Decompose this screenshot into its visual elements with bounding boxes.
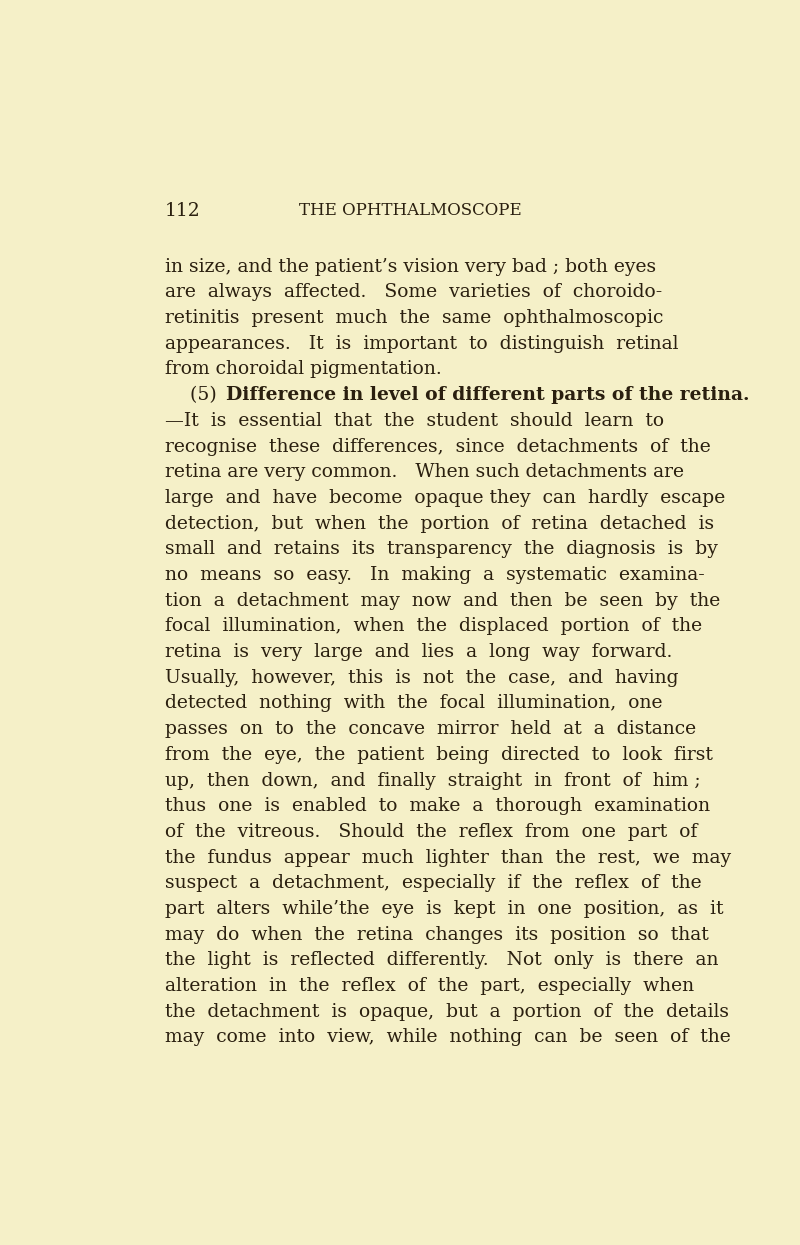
- Text: retina are very common.   When such detachments are: retina are very common. When such detach…: [165, 463, 684, 482]
- Text: appearances.   It  is  important  to  distinguish  retinal: appearances. It is important to distingu…: [165, 335, 678, 352]
- Text: up,  then  down,  and  finally  straight  in  front  of  him ;: up, then down, and finally straight in f…: [165, 772, 701, 789]
- Text: from  the  eye,  the  patient  being  directed  to  look  first: from the eye, the patient being directed…: [165, 746, 713, 764]
- Text: —It  is  essential  that  the  student  should  learn  to: —It is essential that the student should…: [165, 412, 664, 430]
- Text: the  detachment  is  opaque,  but  a  portion  of  the  details: the detachment is opaque, but a portion …: [165, 1002, 729, 1021]
- Text: from choroidal pigmentation.: from choroidal pigmentation.: [165, 361, 442, 378]
- Text: of  the  vitreous.   Should  the  reflex  from  one  part  of: of the vitreous. Should the reflex from …: [165, 823, 698, 840]
- Text: retina  is  very  large  and  lies  a  long  way  forward.: retina is very large and lies a long way…: [165, 644, 673, 661]
- Text: no  means  so  easy.   In  making  a  systematic  examina-: no means so easy. In making a systematic…: [165, 566, 705, 584]
- Text: detection,  but  when  the  portion  of  retina  detached  is: detection, but when the portion of retin…: [165, 514, 714, 533]
- Text: suspect  a  detachment,  especially  if  the  reflex  of  the: suspect a detachment, especially if the …: [165, 874, 702, 893]
- Text: Difference in level of different parts of the retina.: Difference in level of different parts o…: [226, 386, 750, 405]
- Text: are  always  affected.   Some  varieties  of  choroido-: are always affected. Some varieties of c…: [165, 284, 662, 301]
- Text: 112: 112: [165, 202, 201, 220]
- Text: the  light  is  reflected  differently.   Not  only  is  there  an: the light is reflected differently. Not …: [165, 951, 718, 970]
- Text: Usually,  however,  this  is  not  the  case,  and  having: Usually, however, this is not the case, …: [165, 669, 678, 687]
- Text: in size, and the patient’s vision very bad ; both eyes: in size, and the patient’s vision very b…: [165, 258, 656, 275]
- Text: tion  a  detachment  may  now  and  then  be  seen  by  the: tion a detachment may now and then be se…: [165, 591, 720, 610]
- Text: THE OPHTHALMOSCOPE: THE OPHTHALMOSCOPE: [298, 202, 522, 219]
- Text: part  alters  while’the  eye  is  kept  in  one  position,  as  it: part alters while’the eye is kept in one…: [165, 900, 724, 918]
- Text: small  and  retains  its  transparency  the  diagnosis  is  by: small and retains its transparency the d…: [165, 540, 718, 558]
- Text: may  come  into  view,  while  nothing  can  be  seen  of  the: may come into view, while nothing can be…: [165, 1028, 731, 1047]
- Text: detected  nothing  with  the  focal  illumination,  one: detected nothing with the focal illumina…: [165, 695, 662, 712]
- Text: (5): (5): [190, 386, 222, 405]
- Text: recognise  these  differences,  since  detachments  of  the: recognise these differences, since detac…: [165, 437, 711, 456]
- Text: alteration  in  the  reflex  of  the  part,  especially  when: alteration in the reflex of the part, es…: [165, 977, 694, 995]
- Text: retinitis  present  much  the  same  ophthalmoscopic: retinitis present much the same ophthalm…: [165, 309, 663, 327]
- Text: focal  illumination,  when  the  displaced  portion  of  the: focal illumination, when the displaced p…: [165, 618, 702, 635]
- Text: the  fundus  appear  much  lighter  than  the  rest,  we  may: the fundus appear much lighter than the …: [165, 849, 731, 867]
- Text: large  and  have  become  opaque they  can  hardly  escape: large and have become opaque they can ha…: [165, 489, 726, 507]
- Text: thus  one  is  enabled  to  make  a  thorough  examination: thus one is enabled to make a thorough e…: [165, 797, 710, 815]
- Text: may  do  when  the  retina  changes  its  position  so  that: may do when the retina changes its posit…: [165, 926, 709, 944]
- Text: passes  on  to  the  concave  mirror  held  at  a  distance: passes on to the concave mirror held at …: [165, 720, 696, 738]
